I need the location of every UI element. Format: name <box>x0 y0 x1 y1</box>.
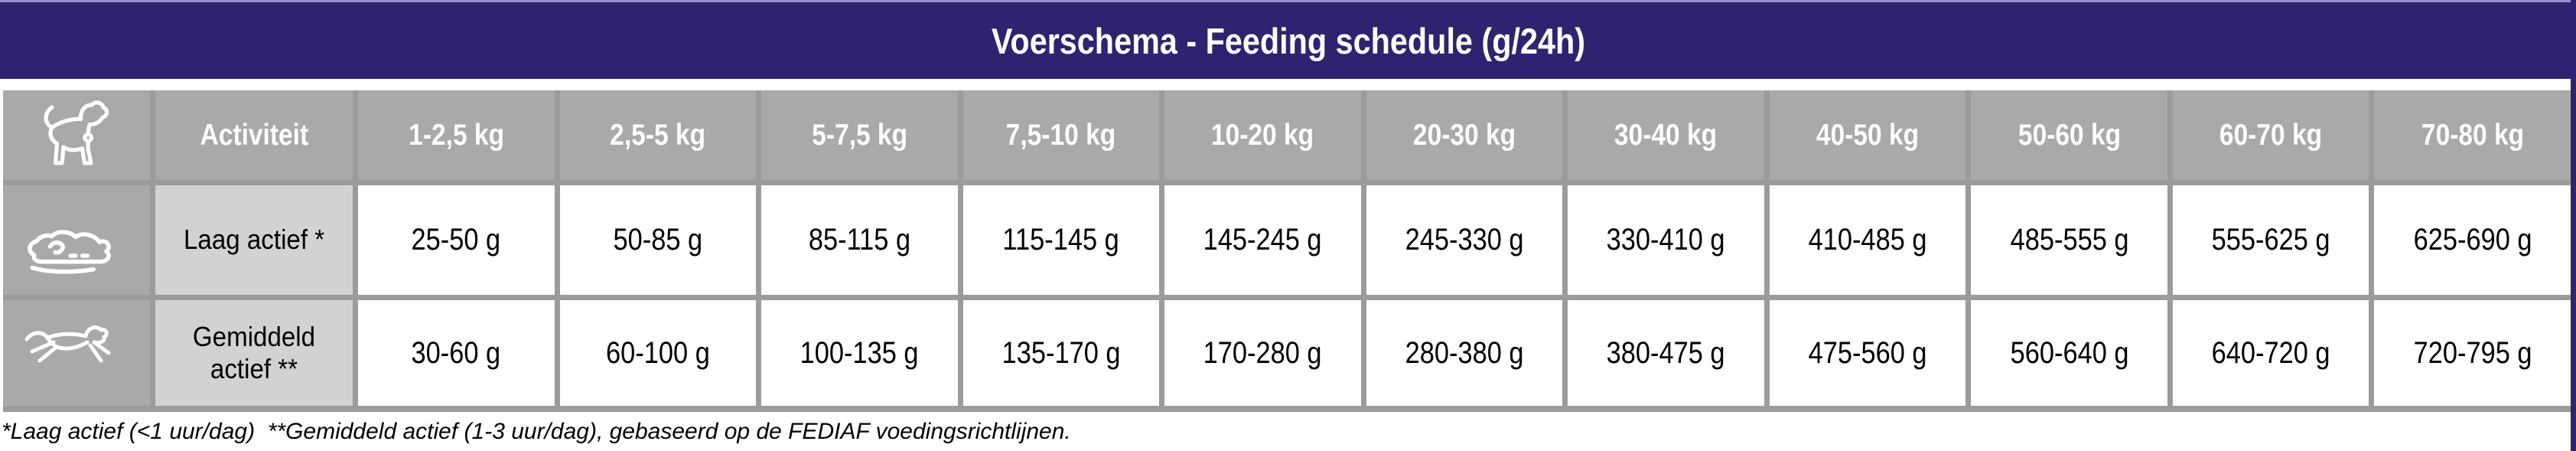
page-title: Voerschema - Feeding schedule (g/24h) <box>991 20 1585 61</box>
feeding-value: 560-640 g <box>1971 300 2167 406</box>
column-header-weight: 10-20 kg <box>1164 90 1361 180</box>
column-header-weight: 7,5-10 kg <box>962 90 1160 180</box>
feeding-value: 555-625 g <box>2172 185 2369 295</box>
feeding-value: 410-485 g <box>1769 185 1966 295</box>
feeding-value: 720-795 g <box>2374 300 2571 406</box>
feeding-value: 280-380 g <box>1366 300 1563 406</box>
banner-top-strip <box>0 0 2576 2</box>
activity-label: Gemiddeld actief ** <box>155 300 353 406</box>
feeding-value: 100-135 g <box>761 300 958 406</box>
feeding-value: 145-245 g <box>1164 185 1361 295</box>
header-icon-cell <box>3 90 150 180</box>
feeding-value: 485-555 g <box>1971 185 2167 295</box>
right-purple-frame <box>2571 0 2576 451</box>
row-icon-cell <box>3 300 150 406</box>
column-header-weight: 30-40 kg <box>1568 90 1764 180</box>
column-header-weight: 20-30 kg <box>1366 90 1563 180</box>
feeding-value: 30-60 g <box>358 300 555 406</box>
column-header-weight: 5-7,5 kg <box>761 90 958 180</box>
banner-table-gap <box>3 79 2571 90</box>
feeding-value: 135-170 g <box>962 300 1160 406</box>
feeding-value: 60-100 g <box>559 300 757 406</box>
running-dog-icon <box>24 325 111 363</box>
title-banner: Voerschema - Feeding schedule (g/24h) <box>0 2 2576 79</box>
footnote: *Laag actief (<1 uur/dag) **Gemiddeld ac… <box>2 418 1071 444</box>
feeding-value: 475-560 g <box>1769 300 1966 406</box>
column-header-weight: 1-2,5 kg <box>358 90 555 180</box>
feeding-value: 625-690 g <box>2374 185 2571 295</box>
column-header-weight: 40-50 kg <box>1769 90 1966 180</box>
standing-dog-icon <box>44 100 109 165</box>
feeding-value: 85-115 g <box>761 185 958 295</box>
feeding-table: Activiteit 1-2,5 kg 2,5-5 kg 5-7,5 kg 7,… <box>3 79 2576 412</box>
lying-dog-icon <box>28 229 111 274</box>
row-icon-cell <box>3 185 150 295</box>
activity-label: Laag actief * <box>155 185 353 295</box>
feeding-value: 380-475 g <box>1568 300 1764 406</box>
feeding-table-grid: Activiteit 1-2,5 kg 2,5-5 kg 5-7,5 kg 7,… <box>3 90 2571 412</box>
feeding-value: 330-410 g <box>1568 185 1764 295</box>
column-header-weight: 50-60 kg <box>1971 90 2167 180</box>
column-header-weight: 70-80 kg <box>2374 90 2571 180</box>
column-header-activity: Activiteit <box>155 90 353 180</box>
column-header-weight: 2,5-5 kg <box>559 90 757 180</box>
feeding-value: 115-145 g <box>962 185 1160 295</box>
feeding-value: 640-720 g <box>2172 300 2369 406</box>
feeding-value: 245-330 g <box>1366 185 1563 295</box>
column-header-weight: 60-70 kg <box>2172 90 2369 180</box>
feeding-value: 170-280 g <box>1164 300 1361 406</box>
feeding-value: 25-50 g <box>358 185 555 295</box>
feeding-value: 50-85 g <box>559 185 757 295</box>
